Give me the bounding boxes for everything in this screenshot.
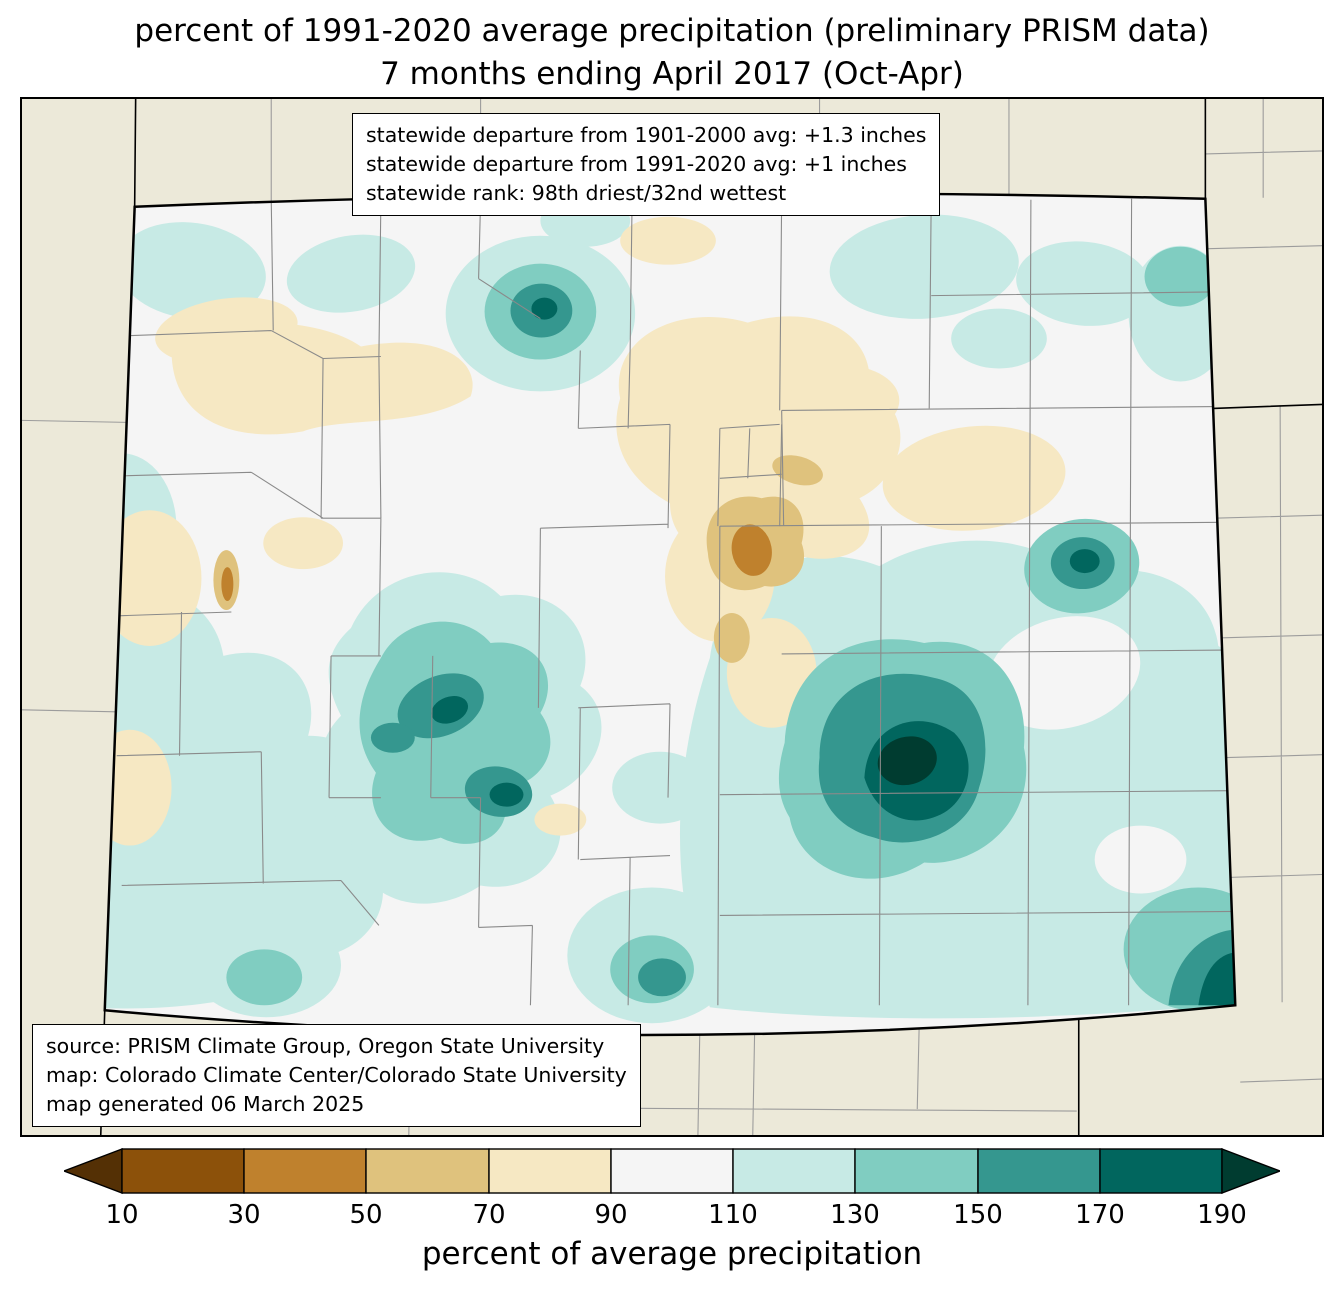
contour-band-90-110-patches (987, 616, 1187, 894)
colorbar-tick: 130 (830, 1200, 880, 1230)
colorado-interior (104, 193, 1236, 1035)
colorbar-tick: 50 (349, 1200, 383, 1230)
colorbar-tick: 70 (472, 1200, 506, 1230)
county-lines (104, 198, 1236, 1006)
source-line-prism: source: PRISM Climate Group, Oregon Stat… (46, 1033, 605, 1058)
colorbar-seg-70-90 (488, 1148, 612, 1194)
contour-band-over-190 (877, 736, 937, 786)
map-frame: statewide departure from 1901-2000 avg: … (20, 97, 1324, 1137)
colorbar-seg-10-30 (121, 1148, 245, 1194)
colorbar-seg-110-130 (732, 1148, 856, 1194)
colorbar-tick: 170 (1075, 1200, 1125, 1230)
title-line-1: percent of 1991-2020 average precipitati… (134, 13, 1210, 49)
page-title: percent of 1991-2020 average precipitati… (0, 10, 1344, 96)
colorbar-seg-50-70 (365, 1148, 490, 1194)
title-line-2: 7 months ending April 2017 (Oct-Apr) (380, 55, 964, 92)
stats-box: statewide departure from 1901-2000 avg: … (352, 113, 941, 217)
colorbar-ticks: 10 30 50 70 90 110 130 150 170 190 (64, 1200, 1280, 1232)
colorbar-label: percent of average precipitation (421, 1236, 923, 1272)
colorbar-tick: 150 (953, 1200, 1003, 1230)
colorbar-tick: 110 (708, 1200, 758, 1230)
colorbar-arrow-over-190 (1221, 1147, 1282, 1195)
colorbar-arrow-under-10 (62, 1147, 123, 1195)
colorbar-bar (62, 1147, 1282, 1195)
source-line-generated: map generated 06 March 2025 (46, 1091, 365, 1116)
contour-band-30-50 (221, 524, 772, 602)
colorbar-seg-30-50 (243, 1148, 367, 1194)
stats-line-departure-1901: statewide departure from 1901-2000 avg: … (366, 123, 927, 147)
contour-band-70-90 (104, 216, 1066, 846)
colorbar (62, 1147, 1282, 1195)
stats-line-rank: statewide rank: 98th driest/32nd wettest (366, 181, 787, 206)
colorbar-tick: 10 (105, 1200, 139, 1230)
source-line-map-credit: map: Colorado Climate Center/Colorado St… (46, 1062, 627, 1087)
neighbor-state-borders (99, 99, 1322, 1135)
colorbar-seg-130-150 (854, 1148, 979, 1194)
colorbar-seg-150-170 (977, 1148, 1101, 1194)
colorbar-seg-90-110 (610, 1148, 734, 1194)
colorbar-tick: 30 (227, 1200, 261, 1230)
source-box: source: PRISM Climate Group, Oregon Stat… (32, 1023, 641, 1127)
colorbar-tick: 190 (1197, 1200, 1247, 1230)
colorbar-seg-170-190 (1099, 1148, 1223, 1194)
precipitation-map-canvas (22, 99, 1322, 1135)
colorbar-tick: 90 (594, 1200, 628, 1230)
stats-line-departure-1991: statewide departure from 1991-2020 avg: … (366, 152, 907, 177)
